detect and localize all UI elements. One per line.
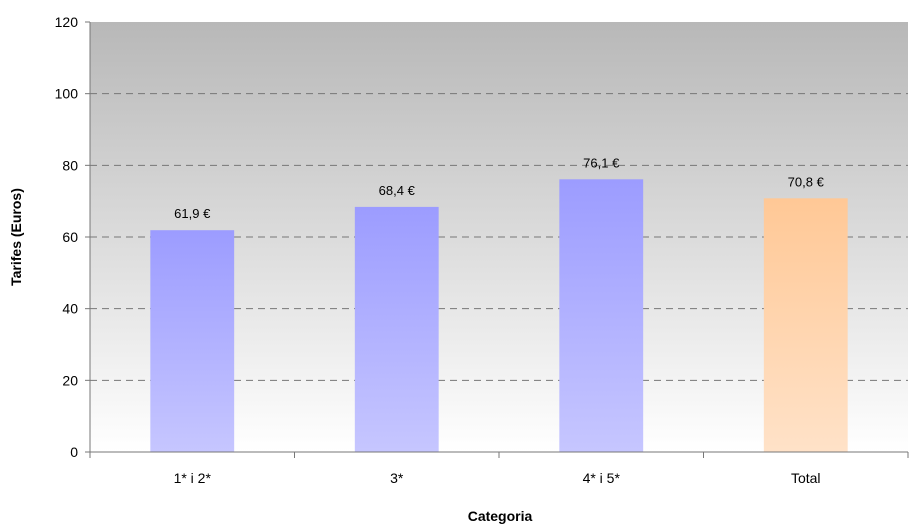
value-label: 68,4 € xyxy=(379,183,416,198)
y-tick-label: 100 xyxy=(55,86,79,102)
y-tick-label: 20 xyxy=(62,372,78,388)
value-label: 70,8 € xyxy=(788,174,825,189)
axes xyxy=(85,21,909,458)
value-label: 61,9 € xyxy=(174,206,211,221)
value-label: 76,1 € xyxy=(583,155,620,170)
x-axis-title: Categoria xyxy=(468,508,533,524)
bar xyxy=(559,179,644,452)
y-tick-label: 80 xyxy=(62,157,78,173)
value-labels: 61,9 € 68,4 € 76,1 € 70,8 € xyxy=(174,155,824,221)
x-tick-labels: 1* i 2* 3* 4* i 5* Total xyxy=(174,470,821,486)
x-tick-label: 4* i 5* xyxy=(583,470,621,486)
y-tick-labels: 0 20 40 60 80 100 120 xyxy=(55,14,79,460)
y-tick-label: 0 xyxy=(70,444,78,460)
y-axis-title: Tarifes (Euros) xyxy=(8,188,24,286)
bar xyxy=(763,198,848,452)
bars xyxy=(150,179,848,452)
bar xyxy=(354,206,439,452)
y-tick-label: 60 xyxy=(62,229,78,245)
x-tick-label: 3* xyxy=(390,470,404,486)
y-tick-label: 40 xyxy=(62,301,78,317)
y-tick-label: 120 xyxy=(55,14,79,30)
x-tick-label: Total xyxy=(791,470,821,486)
x-tick-label: 1* i 2* xyxy=(174,470,212,486)
bar xyxy=(150,230,235,452)
